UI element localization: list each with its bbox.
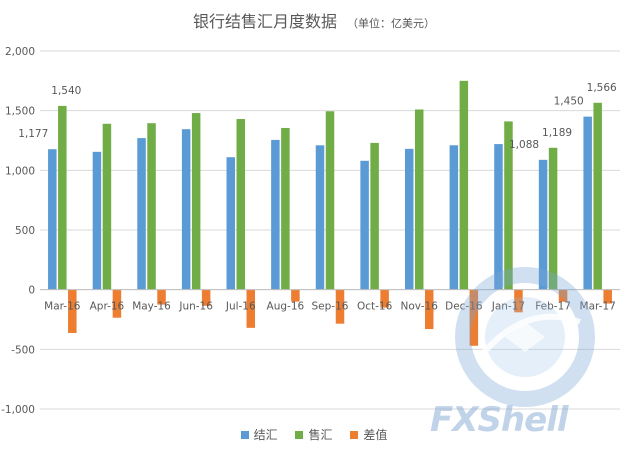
y-tick-label: 1,500	[5, 106, 35, 118]
x-tick-label-feb-17: Feb-17	[535, 301, 571, 313]
x-tick-label-may-16: May-16	[132, 301, 171, 313]
legend-swatch-sales	[295, 431, 304, 439]
bar-settlement-jul-16	[226, 157, 236, 290]
bar-settlement-mar-16	[48, 149, 57, 290]
data-label-settlement-feb-17: 1,088	[509, 139, 539, 151]
bar-settlement-jun-16	[181, 129, 191, 290]
bar-difference-may-16	[157, 289, 166, 305]
bar-difference-jun-16	[201, 289, 211, 306]
bar-difference-jan-17	[514, 289, 523, 313]
data-label-settlement-mar-16: 1,177	[18, 128, 48, 140]
x-tick-label-jun-16: Jun-16	[178, 301, 213, 313]
bar-settlement-may-16	[137, 138, 146, 290]
bar-difference-aug-16	[291, 289, 300, 302]
x-tick-label-aug-16: Aug-16	[267, 301, 305, 313]
y-tick-label: 0	[28, 285, 35, 297]
bar-sales-dec-16	[459, 80, 469, 290]
x-tick-label-jul-16: Jul-16	[225, 301, 256, 313]
bar-settlement-dec-16	[449, 145, 459, 290]
legend-item-difference: 差值	[350, 426, 387, 443]
bar-settlement-feb-17	[538, 159, 548, 290]
y-tick-label: 2,000	[5, 46, 35, 58]
bar-sales-mar-16	[58, 105, 67, 290]
data-label-sales-mar-17: 1,566	[587, 82, 617, 94]
bar-sales-aug-16	[281, 127, 290, 290]
bar-sales-mar-17	[593, 102, 602, 290]
bar-settlement-nov-16	[404, 148, 414, 290]
bar-sales-jan-17	[504, 121, 513, 290]
x-tick-label-nov-16: Nov-16	[401, 301, 439, 313]
data-label-settlement-mar-17: 1,450	[554, 96, 584, 108]
bar-difference-oct-16	[380, 289, 389, 308]
legend-item-settlement: 结汇	[240, 426, 278, 443]
x-tick-label-dec-16: Dec-16	[445, 301, 483, 313]
bar-settlement-sep-16	[315, 145, 325, 290]
legend-label-sales: 售汇	[308, 428, 333, 442]
bar-difference-mar-17	[603, 289, 612, 304]
legend-swatch-difference	[350, 431, 359, 439]
bar-sales-may-16	[147, 123, 156, 290]
bar-settlement-mar-17	[583, 116, 592, 290]
y-tick-label: 1,000	[5, 165, 35, 177]
bar-difference-dec-16	[469, 289, 479, 346]
bar-sales-oct-16	[370, 142, 379, 290]
bar-difference-mar-16	[68, 289, 77, 333]
bar-sales-jul-16	[236, 119, 246, 290]
bar-settlement-oct-16	[360, 160, 369, 290]
y-tick-label: -1,000	[1, 404, 35, 416]
bar-sales-apr-16	[102, 123, 112, 290]
chart-title-main: 银行结售汇月度数据	[192, 12, 337, 31]
bar-sales-jun-16	[191, 113, 201, 290]
chart-title: 银行结售汇月度数据 （单位：亿美元）	[0, 8, 628, 32]
x-tick-label-apr-16: Apr-16	[90, 301, 125, 313]
y-tick-label: 500	[15, 225, 35, 237]
bar-difference-nov-16	[424, 289, 434, 330]
chart-legend: 结汇 售汇 差值	[0, 426, 628, 443]
bar-settlement-apr-16	[92, 151, 102, 290]
bar-settlement-aug-16	[271, 139, 280, 290]
data-label-sales-mar-16: 1,540	[51, 85, 81, 97]
data-label-sales-feb-17: 1,189	[542, 127, 572, 139]
legend-label-settlement: 结汇	[253, 428, 278, 442]
legend-label-difference: 差值	[363, 428, 388, 442]
chart-title-unit: （单位：亿美元）	[347, 17, 435, 30]
bar-sales-sep-16	[325, 111, 335, 290]
x-tick-label-jan-17: Jan-17	[491, 301, 525, 313]
bar-difference-jul-16	[246, 289, 256, 328]
bar-difference-apr-16	[112, 289, 122, 318]
x-tick-label-mar-17: Mar-17	[580, 301, 616, 313]
bar-difference-sep-16	[335, 289, 345, 324]
y-tick-label: -500	[11, 344, 35, 356]
bar-sales-nov-16	[414, 109, 424, 290]
bar-sales-feb-17	[548, 147, 558, 290]
legend-swatch-settlement	[240, 431, 249, 439]
bar-difference-feb-17	[558, 289, 568, 302]
x-tick-label-sep-16: Sep-16	[312, 301, 349, 313]
x-tick-label-mar-16: Mar-16	[44, 301, 81, 313]
legend-item-sales: 售汇	[295, 426, 333, 443]
x-tick-label-oct-16: Oct-16	[357, 301, 393, 313]
bar-settlement-jan-17	[494, 144, 503, 290]
